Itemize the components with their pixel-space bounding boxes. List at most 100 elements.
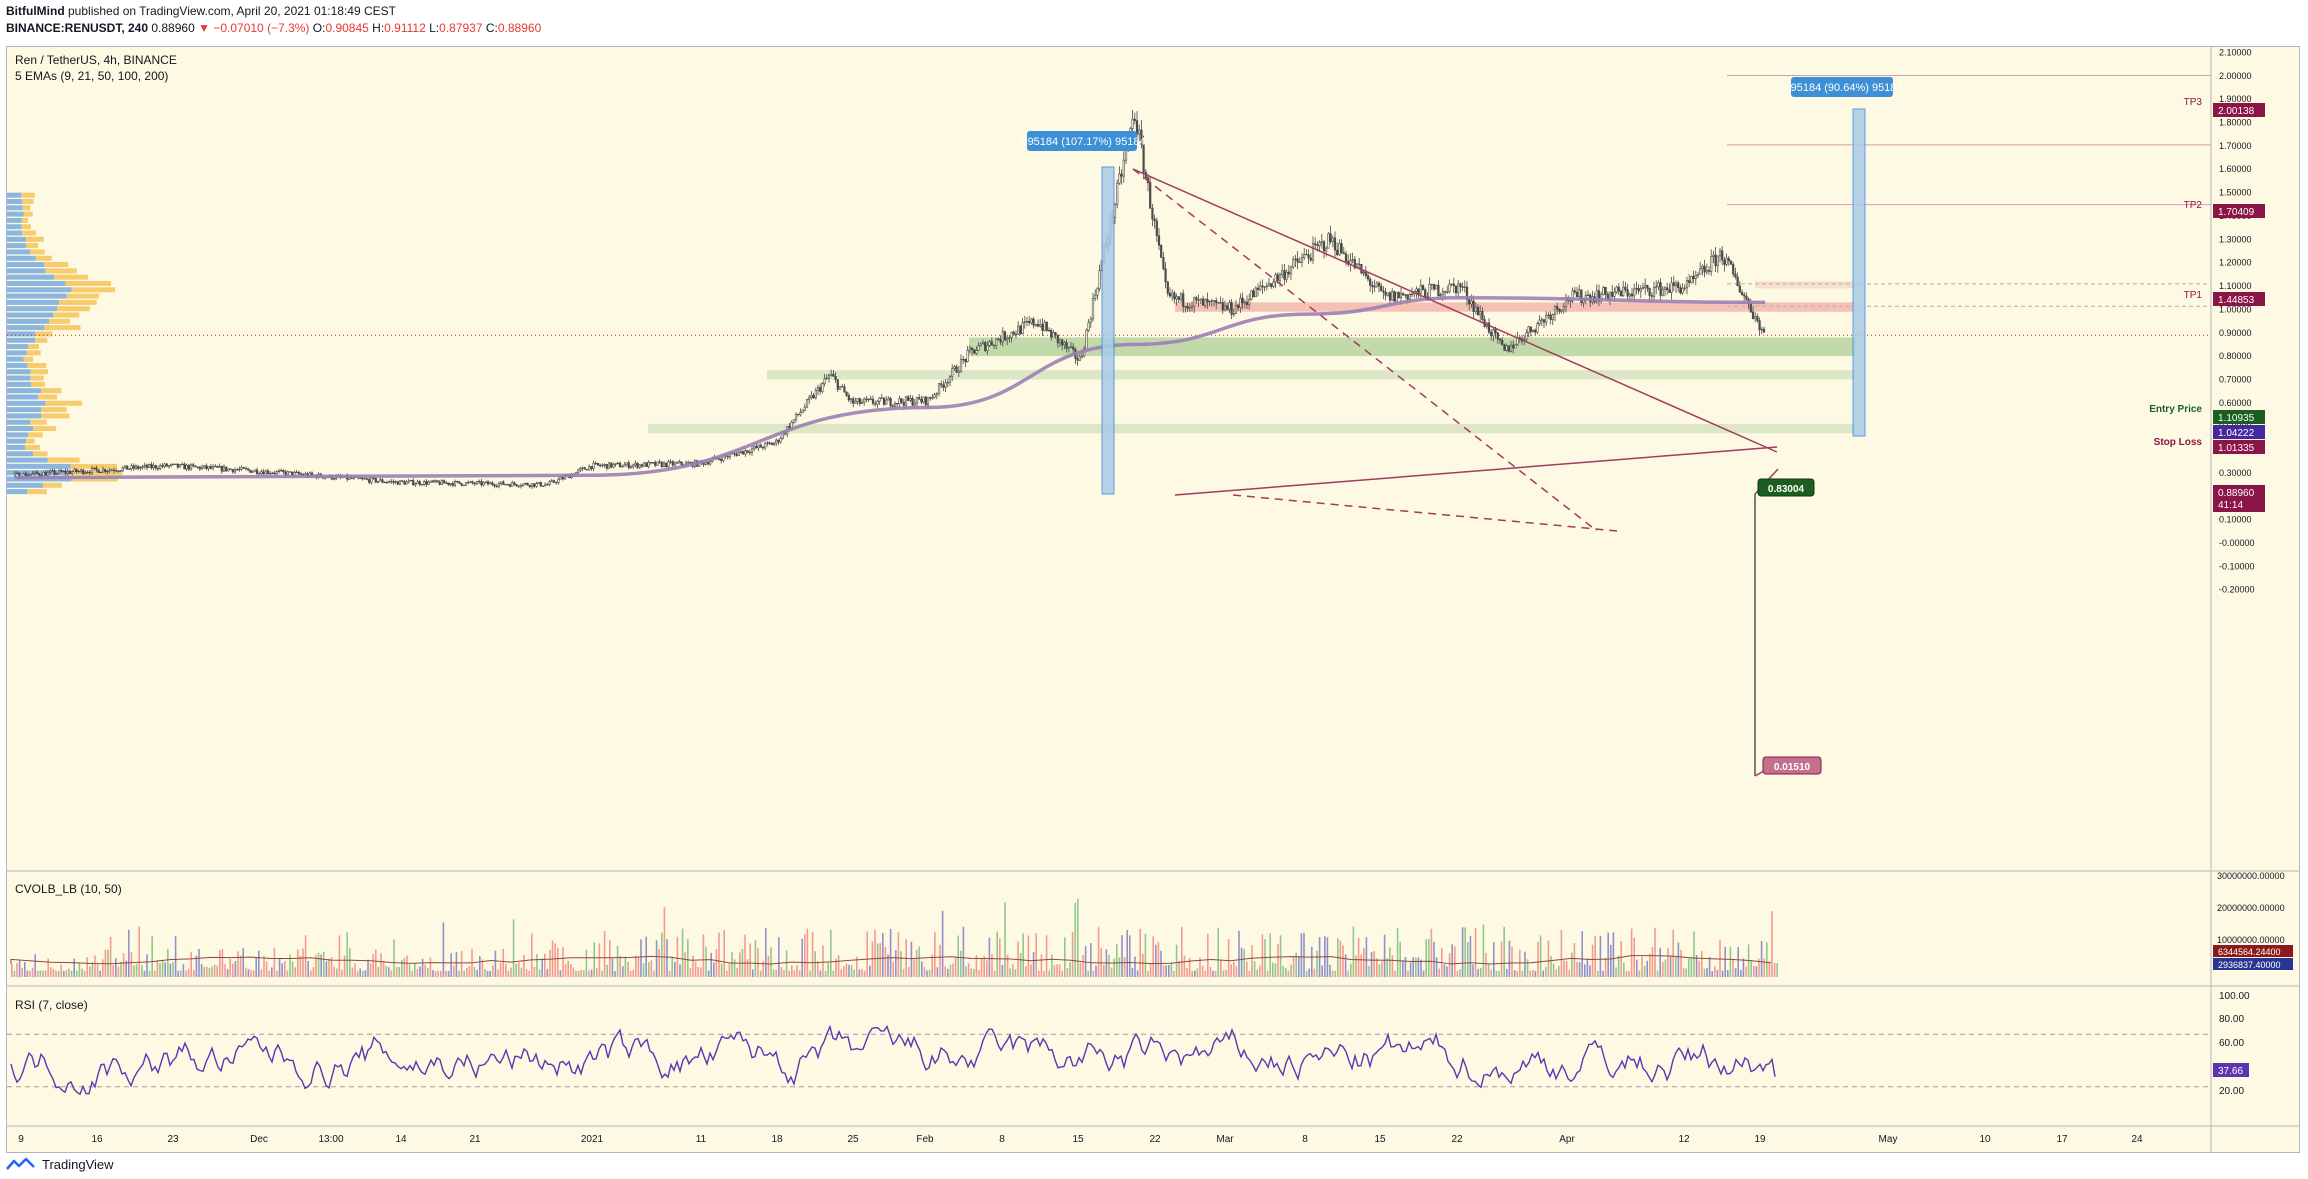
volume-profile-bar bbox=[7, 344, 29, 350]
volume-bar bbox=[1513, 970, 1516, 977]
volume-bar bbox=[1347, 970, 1349, 977]
volume-profile-bar bbox=[30, 375, 44, 381]
volume-bar bbox=[861, 969, 863, 977]
candle-body bbox=[1210, 300, 1213, 302]
volume-legend[interactable]: CVOLB_LB (10, 50) bbox=[15, 882, 122, 896]
volume-bar bbox=[1136, 970, 1139, 977]
candle-body bbox=[438, 481, 441, 485]
price-tick: 1.90000 bbox=[2219, 94, 2252, 104]
author-name[interactable]: BitfulMind bbox=[6, 4, 65, 18]
volume-bar bbox=[42, 970, 44, 977]
symbol-text: BINANCE:RENUSDT, 240 bbox=[6, 21, 149, 35]
volume-bar bbox=[879, 943, 881, 977]
candle-body bbox=[418, 481, 421, 485]
chart-svg[interactable]: 2.100002.000001.900001.800001.700001.600… bbox=[7, 47, 2300, 1153]
close-label: C: bbox=[485, 21, 498, 35]
volume-bar bbox=[1300, 933, 1303, 977]
candle-body bbox=[537, 482, 540, 484]
volume-bar bbox=[515, 963, 517, 977]
candle-body bbox=[992, 344, 996, 346]
candle-body bbox=[64, 470, 67, 474]
candle-body bbox=[150, 464, 153, 469]
volume-bar bbox=[1448, 953, 1451, 977]
volume-bar bbox=[874, 929, 876, 977]
candle-body bbox=[31, 473, 34, 475]
candle-body bbox=[548, 481, 551, 485]
candle-body bbox=[1010, 331, 1013, 338]
measure-right-label[interactable] bbox=[1791, 77, 1893, 97]
candle-body bbox=[513, 482, 516, 485]
volume-bar bbox=[1113, 958, 1115, 977]
volume-bar bbox=[1256, 969, 1258, 977]
rsi-legend[interactable]: RSI (7, close) bbox=[15, 998, 88, 1012]
volume-bar bbox=[736, 967, 738, 977]
candle-body bbox=[1265, 285, 1268, 287]
volume-bar bbox=[245, 967, 247, 977]
proj-high-callout[interactable] bbox=[1757, 478, 1815, 497]
volume-bar bbox=[312, 967, 315, 977]
tradingview-footer[interactable]: TradingView bbox=[6, 1153, 114, 1175]
proj-low-callout[interactable] bbox=[1762, 756, 1822, 775]
volume-bar bbox=[679, 964, 681, 977]
volume-profile-bar bbox=[21, 217, 29, 223]
candle-body bbox=[794, 413, 798, 421]
candle-body bbox=[1578, 289, 1581, 297]
candle-body bbox=[1116, 182, 1119, 206]
volume-bar bbox=[1058, 964, 1061, 977]
candle-body bbox=[163, 463, 166, 467]
volume-bar bbox=[55, 970, 57, 977]
volume-profile-bar bbox=[44, 325, 81, 331]
volume-bar bbox=[1412, 957, 1414, 977]
candle-body bbox=[198, 466, 201, 470]
volume-bar bbox=[642, 963, 645, 977]
volume-bar bbox=[429, 957, 432, 977]
candle-body bbox=[849, 398, 853, 401]
volume-bar bbox=[24, 961, 26, 977]
volume-bar bbox=[791, 965, 793, 977]
candle-body bbox=[79, 469, 83, 472]
volume-bar bbox=[1714, 966, 1716, 977]
candle-body bbox=[1199, 298, 1202, 301]
candle-body bbox=[1525, 332, 1528, 340]
volume-profile-bar bbox=[7, 482, 43, 488]
volume-bar bbox=[99, 970, 101, 977]
candle-body bbox=[1496, 332, 1499, 340]
tp3-price-badge bbox=[2213, 103, 2265, 117]
volume-bar bbox=[1009, 968, 1011, 977]
candle-body bbox=[1743, 294, 1746, 297]
candle-body bbox=[60, 470, 63, 473]
candle-body bbox=[555, 482, 558, 484]
candle-body bbox=[640, 464, 644, 467]
candle-body bbox=[739, 450, 743, 453]
candle-body bbox=[1443, 291, 1447, 293]
candle-body bbox=[515, 484, 518, 487]
chart-legend-title[interactable]: Ren / TetherUS, 4h, BINANCE bbox=[15, 53, 177, 67]
candle-body bbox=[1243, 301, 1246, 304]
volume-bar bbox=[783, 970, 785, 977]
candle-body bbox=[467, 482, 470, 484]
volume-bar bbox=[154, 970, 156, 977]
volume-bar bbox=[570, 964, 572, 977]
ema-legend[interactable]: 5 EMAs (9, 21, 50, 100, 200) bbox=[15, 69, 168, 83]
chart-area[interactable]: 2.10000 2.00000 1.90000 1.80000 1.70000 1.600… bbox=[6, 46, 2300, 1153]
volume-profile-bar bbox=[7, 463, 71, 469]
candle-body bbox=[546, 484, 549, 486]
volume-bar bbox=[479, 956, 481, 977]
candle-body bbox=[1045, 321, 1048, 331]
volume-bar bbox=[437, 970, 439, 977]
volume-bar bbox=[247, 969, 250, 977]
measure-left-label[interactable] bbox=[1027, 131, 1137, 151]
candle-body bbox=[748, 451, 751, 454]
candle-body bbox=[361, 478, 364, 480]
candle-body bbox=[374, 477, 377, 483]
candle-body bbox=[1538, 319, 1541, 324]
volume-bar bbox=[1274, 963, 1277, 977]
volume-profile-bar bbox=[47, 457, 80, 463]
candle-body bbox=[1021, 322, 1024, 334]
volume-bar bbox=[637, 956, 640, 977]
volume-bar bbox=[863, 970, 866, 977]
candle-body bbox=[1571, 290, 1574, 302]
volume-bar bbox=[739, 952, 741, 977]
volume-bar bbox=[1740, 970, 1742, 977]
volume-bar bbox=[538, 969, 541, 977]
